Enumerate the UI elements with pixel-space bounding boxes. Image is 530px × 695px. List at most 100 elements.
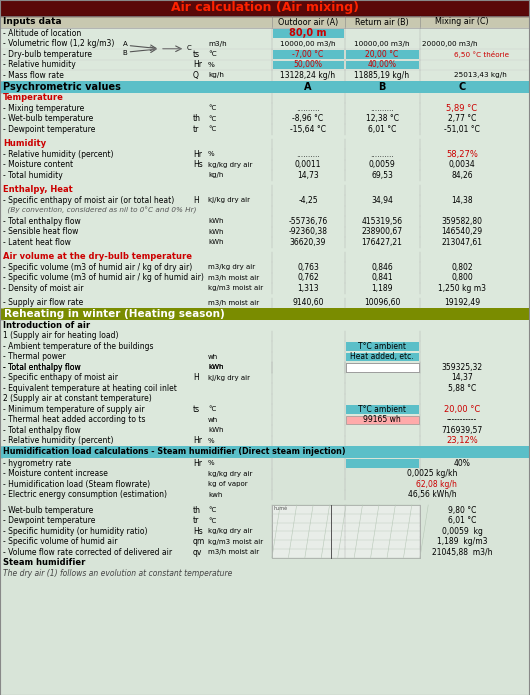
Text: 716939,57: 716939,57 — [441, 426, 483, 435]
Bar — [0, 206, 530, 216]
Bar — [0, 516, 530, 526]
Text: ..........: .......... — [296, 149, 320, 158]
Text: 238900,67: 238900,67 — [361, 227, 403, 236]
Bar — [346, 405, 419, 414]
Text: - Volumetric flow (1,2 kg/m3): - Volumetric flow (1,2 kg/m3) — [3, 39, 114, 48]
Text: - Total humidity: - Total humidity — [3, 171, 63, 180]
Bar — [273, 29, 344, 38]
Text: 46,56 kWh/h: 46,56 kWh/h — [409, 490, 457, 499]
Text: °C: °C — [208, 126, 216, 132]
Text: - Specific volume (m3 of humid air / kg of dry air): - Specific volume (m3 of humid air / kg … — [3, 263, 192, 272]
Text: m3/h moist air: m3/h moist air — [208, 549, 259, 555]
Text: Reheating in winter (Heating season): Reheating in winter (Heating season) — [4, 309, 225, 319]
Text: wh: wh — [208, 417, 218, 423]
Text: Hs: Hs — [193, 161, 203, 170]
Text: 5,88 °C: 5,88 °C — [448, 384, 476, 393]
Text: - Minimum temperature of supply air: - Minimum temperature of supply air — [3, 404, 145, 414]
Bar — [0, 373, 530, 383]
Text: C: C — [458, 81, 466, 92]
Bar — [0, 216, 530, 227]
Bar — [346, 50, 419, 58]
Text: 84,26: 84,26 — [451, 171, 473, 180]
Bar — [0, 436, 530, 446]
Text: Hr: Hr — [193, 149, 202, 158]
Text: °C: °C — [208, 518, 216, 524]
Bar — [0, 170, 530, 181]
Text: - Specific humidity (or humidity ratio): - Specific humidity (or humidity ratio) — [3, 527, 147, 536]
Text: kWh: kWh — [208, 364, 224, 370]
Bar — [0, 262, 530, 272]
Text: kg/kg dry air: kg/kg dry air — [208, 471, 252, 477]
Text: - Specific enthapy of moist air: - Specific enthapy of moist air — [3, 373, 118, 382]
Text: Return air (B): Return air (B) — [355, 17, 409, 26]
Text: 0,0059  kg: 0,0059 kg — [441, 527, 482, 536]
Text: - Electric energy consumption (estimation): - Electric energy consumption (estimatio… — [3, 490, 167, 499]
Text: - Mixing temperature: - Mixing temperature — [3, 104, 84, 113]
Text: 11885,19 kg/h: 11885,19 kg/h — [355, 71, 410, 80]
Bar — [0, 468, 530, 479]
Text: T°C ambient: T°C ambient — [358, 404, 406, 414]
Text: - hygrometry rate: - hygrometry rate — [3, 459, 71, 468]
Text: - Specific volume of humid air: - Specific volume of humid air — [3, 537, 118, 546]
Text: - Ambient temperature of the buildings: - Ambient temperature of the buildings — [3, 342, 154, 351]
Bar — [0, 149, 530, 159]
Bar — [0, 547, 530, 557]
Text: kJ/kg dry air: kJ/kg dry air — [208, 375, 250, 381]
Text: ts: ts — [193, 404, 200, 414]
Bar — [0, 393, 530, 404]
Bar — [346, 352, 419, 361]
Text: 99165 wh: 99165 wh — [363, 415, 401, 424]
Text: - Moisture content increase: - Moisture content increase — [3, 469, 108, 478]
Text: -7,00 °C: -7,00 °C — [293, 50, 324, 59]
Text: - Dry-bulb temperature: - Dry-bulb temperature — [3, 50, 92, 59]
Text: B: B — [122, 50, 127, 56]
Bar — [0, 237, 530, 247]
Text: kg of vapor: kg of vapor — [208, 481, 248, 487]
Text: qm: qm — [193, 537, 205, 546]
Text: tr: tr — [193, 124, 199, 133]
Text: 50,00%: 50,00% — [294, 60, 322, 70]
Text: m3/h: m3/h — [208, 41, 227, 47]
Text: 2 (Supply air at constant temperature): 2 (Supply air at constant temperature) — [3, 394, 152, 403]
Text: 20,00 °C: 20,00 °C — [444, 404, 480, 414]
Bar — [0, 113, 530, 124]
Bar — [0, 49, 530, 60]
Text: B: B — [378, 81, 386, 92]
Text: 0,802: 0,802 — [451, 263, 473, 272]
Text: 1,250 kg m3: 1,250 kg m3 — [438, 284, 486, 293]
Text: - Specific volume (m3 of humid air / kg of humid air): - Specific volume (m3 of humid air / kg … — [3, 273, 204, 282]
Text: 12,38 °C: 12,38 °C — [366, 114, 399, 123]
Bar — [0, 283, 530, 293]
Text: -----------: ----------- — [447, 415, 477, 424]
Text: 14,38: 14,38 — [451, 196, 473, 205]
Text: ts: ts — [193, 50, 200, 59]
Text: °C: °C — [208, 105, 216, 111]
Text: Hr: Hr — [193, 60, 202, 70]
Bar — [273, 60, 344, 69]
Text: H: H — [193, 196, 199, 205]
Text: 58,27%: 58,27% — [446, 149, 478, 158]
Text: 359582,80: 359582,80 — [441, 217, 482, 226]
Text: 6,50 °C théorie: 6,50 °C théorie — [454, 51, 509, 58]
Text: 36620,39: 36620,39 — [290, 238, 326, 247]
Text: %: % — [208, 460, 215, 466]
Text: °C: °C — [208, 507, 216, 513]
Text: 40,00%: 40,00% — [367, 60, 396, 70]
Text: 0,0059: 0,0059 — [369, 161, 395, 170]
Text: °C: °C — [208, 51, 217, 57]
Text: Heat added, etc.: Heat added, etc. — [350, 352, 414, 361]
Text: Psychrometric values: Psychrometric values — [3, 81, 121, 92]
Text: - Sensible heat flow: - Sensible heat flow — [3, 227, 78, 236]
Text: 0,846: 0,846 — [371, 263, 393, 272]
Bar — [0, 60, 530, 70]
Text: kWh: kWh — [208, 218, 224, 224]
Text: - Latent heat flow: - Latent heat flow — [3, 238, 71, 247]
Bar — [0, 568, 530, 578]
Bar — [346, 459, 419, 468]
Text: 359325,32: 359325,32 — [441, 363, 482, 372]
Text: kJ/kg dry air: kJ/kg dry air — [208, 197, 250, 203]
Bar — [272, 505, 420, 557]
Text: -8,96 °C: -8,96 °C — [293, 114, 323, 123]
Text: 14,73: 14,73 — [297, 171, 319, 180]
Text: - Thermal heat added according to ts: - Thermal heat added according to ts — [3, 415, 146, 424]
